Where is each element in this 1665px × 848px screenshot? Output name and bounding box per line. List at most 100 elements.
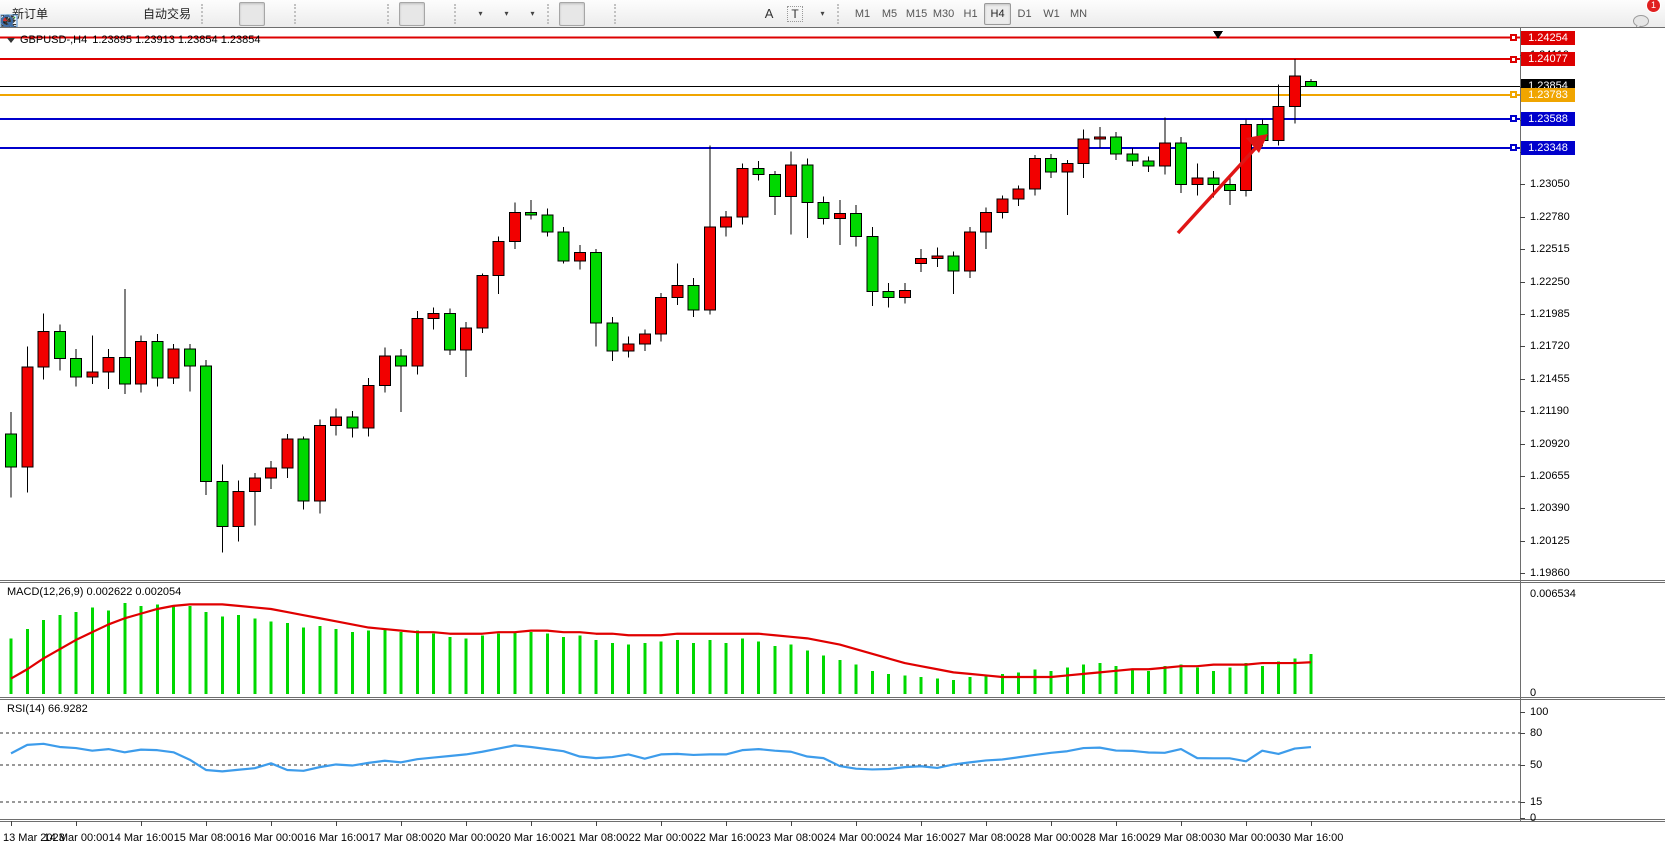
candle-bull [1077,138,1090,165]
timeframe-button-m5[interactable]: M5 [881,7,898,20]
candle-bear [53,331,66,360]
price-axis-tick [1520,540,1525,542]
macd-histogram-bar [1049,670,1053,694]
red-resistance-upper-anchor [1510,34,1517,42]
rsi-pane[interactable] [0,699,1520,821]
template-button[interactable]: ▾ [0,2,544,27]
zoom-in-button[interactable] [1,2,332,30]
data-window-button[interactable] [1,2,107,28]
notifications-button[interactable]: 1 [1631,0,1661,30]
price-axis-tick [1520,378,1525,380]
macd-histogram-bar [318,625,322,694]
pane-separator [0,580,1665,581]
timeframe-button-h4[interactable]: H4 [984,2,1012,25]
auto-scroll-button[interactable] [1,1,426,27]
macd-histogram-bar [155,604,159,694]
candle-bull [1158,142,1171,167]
macd-histogram-bar [480,635,484,694]
candle-bull [1288,75,1301,107]
macd-histogram-bar [415,630,419,694]
macd-histogram-bar [399,632,403,694]
macd-histogram-bar [350,632,354,694]
price-axis-tick [1520,249,1525,251]
symbol-ohlc: 1.23895 1.23913 1.23854 1.23854 [92,34,261,46]
timeframe-button-w1[interactable]: W1 [1043,7,1060,20]
profile-button[interactable] [0,2,81,28]
toolbar-grip[interactable] [547,3,555,24]
candle-bear [216,481,229,528]
tile-windows-button[interactable] [1,2,384,28]
horizontal-line-tool-button[interactable] [1,2,678,26]
period-button[interactable]: ▾ [0,2,518,29]
macd-histogram-bar [1195,667,1199,694]
text-tool-button[interactable]: A [756,2,782,26]
cursor-tool-button[interactable] [3,1,586,28]
macd-histogram-bar [870,670,874,694]
trendline-tool-button[interactable] [1,2,704,28]
add-indicator-button[interactable]: ▾ [0,2,492,26]
new-order-label: 新订单 [12,7,49,21]
candle-bear [606,322,619,352]
vertical-line-tool-button[interactable] [5,2,652,28]
candle-bull [671,284,684,299]
macd-histogram-bar [204,612,208,694]
time-axis-label: 17 Mar 08:00 [368,832,434,844]
grid-tool-button[interactable]: F [1,2,756,30]
candle-bull [703,226,716,311]
candle-bull [508,211,521,243]
timeframe-button-h1[interactable]: H1 [963,7,978,20]
toolbar-grip[interactable] [454,3,462,24]
zoom-out-button[interactable] [1,2,358,30]
candle-bull [362,384,375,429]
time-axis-label: 30 Mar 16:00 [1278,832,1344,844]
toolbar-grip[interactable] [201,3,209,24]
candle-bear [5,433,17,468]
time-axis-label: 20 Mar 00:00 [433,832,499,844]
time-axis-tick [726,821,727,826]
rsi-axis-label: 50 [1530,759,1543,771]
toolbar-grip[interactable] [387,3,395,24]
time-axis-label: 14 Mar 00:00 [43,832,109,844]
search-button[interactable] [1,2,1625,30]
candle-bear [801,164,814,204]
timeframe-button-m30[interactable]: M30 [932,7,955,20]
toolbar-grip[interactable] [837,3,845,24]
timeframe-button-mn[interactable]: MN [1069,7,1088,20]
pane-separator [0,697,1665,698]
candle-bull [980,211,992,233]
macd-pane[interactable] [0,582,1520,698]
macd-histogram-bar [1309,653,1313,694]
time-axis-tick [206,821,207,826]
notification-badge: 1 [1646,0,1661,13]
timeframe-button-d1[interactable]: D1 [1017,7,1032,20]
macd-histogram-bar [237,615,240,694]
candle-bull [167,348,180,379]
price-axis-label: 1.20655 [1530,470,1570,483]
toolbar-grip[interactable] [614,3,622,24]
autotrade-button[interactable]: 自动交易 [0,2,198,28]
candlestick-chart-button[interactable] [1,1,266,27]
text-label-tool-button[interactable]: T [782,2,808,26]
macd-histogram-bar [513,632,517,694]
macd-histogram-bar [188,605,192,694]
candle-bear [882,291,895,299]
toolbar-grip[interactable] [294,3,302,24]
candle-bull [1012,188,1025,200]
fibonacci-tool-button[interactable]: E [1,2,730,30]
arrows-tool-button[interactable]: ▾ [0,2,834,27]
pane-separator [0,699,1665,700]
chart-shift-button[interactable] [1,2,451,27]
candle-bear [1175,142,1187,185]
macd-histogram-bar [838,659,842,694]
line-chart-button[interactable] [1,2,291,27]
candle-bull [427,312,440,319]
bar-chart-button[interactable] [1,2,239,27]
timeframe-button-m15[interactable]: M15 [905,7,928,20]
crosshair-tool-button[interactable] [1,2,611,28]
timeframe-button-m1[interactable]: M1 [854,7,871,20]
market-signal-button[interactable] [0,2,133,29]
symbol-title[interactable]: GBPUSD-,H4 1.23895 1.23913 1.23854 1.238… [7,34,260,46]
candle-bull [232,490,245,528]
price-pane[interactable] [0,28,1520,581]
time-axis-label: 22 Mar 00:00 [628,832,694,844]
